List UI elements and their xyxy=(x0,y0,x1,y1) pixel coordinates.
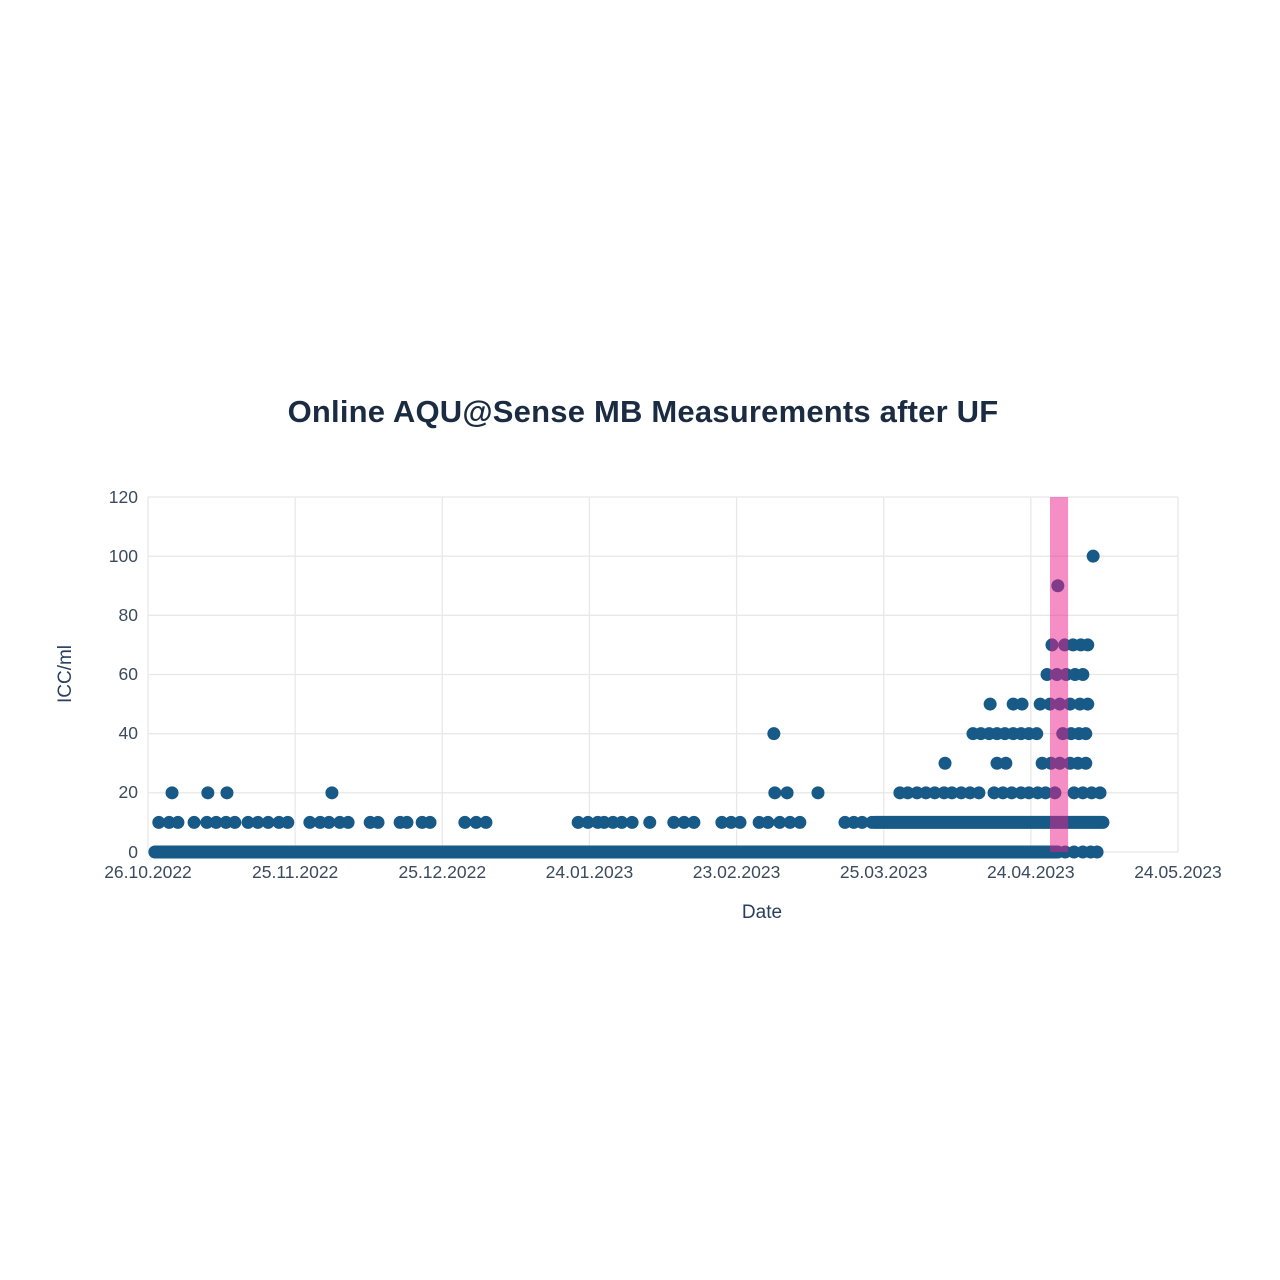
data-point xyxy=(865,815,879,829)
data-point xyxy=(261,815,275,829)
data-point xyxy=(341,815,355,829)
data-point xyxy=(615,815,629,829)
data-point xyxy=(643,815,657,829)
x-tick-label: 24.01.2023 xyxy=(545,862,634,882)
x-tick-label: 23.02.2023 xyxy=(692,862,781,882)
data-point xyxy=(1015,697,1029,711)
data-point xyxy=(1079,727,1093,741)
data-point xyxy=(571,815,585,829)
data-point xyxy=(1086,549,1100,563)
y-tick-label: 40 xyxy=(118,723,138,744)
data-point xyxy=(469,815,483,829)
data-point xyxy=(322,815,336,829)
chart-title: Online AQU@Sense MB Measurements after U… xyxy=(287,394,999,429)
data-point xyxy=(1081,638,1095,652)
data-point xyxy=(371,815,385,829)
x-tick-label: 25.11.2022 xyxy=(251,862,339,882)
data-point xyxy=(1005,786,1019,800)
data-point xyxy=(1039,786,1053,800)
data-point xyxy=(1081,697,1095,711)
data-point xyxy=(165,786,179,800)
data-point xyxy=(1079,756,1093,770)
data-point xyxy=(928,786,942,800)
data-point xyxy=(768,786,782,800)
data-point xyxy=(1033,697,1047,711)
data-point xyxy=(325,786,339,800)
data-point xyxy=(983,697,997,711)
y-tick-label: 0 xyxy=(128,841,138,862)
data-point xyxy=(687,815,701,829)
data-point xyxy=(667,815,681,829)
data-point xyxy=(733,815,747,829)
data-point xyxy=(715,815,729,829)
data-point xyxy=(251,815,265,829)
y-tick-label: 80 xyxy=(118,604,138,625)
data-point xyxy=(201,786,215,800)
data-point xyxy=(200,815,214,829)
data-point xyxy=(972,786,986,800)
data-point xyxy=(761,815,775,829)
plot-area xyxy=(147,496,1179,859)
data-point xyxy=(281,815,295,829)
x-tick-label: 24.05.2023 xyxy=(1134,862,1222,882)
data-point xyxy=(152,815,166,829)
data-point xyxy=(677,815,691,829)
data-point xyxy=(241,815,255,829)
data-point xyxy=(767,727,781,741)
data-point xyxy=(1093,786,1107,800)
data-point xyxy=(773,815,787,829)
data-point xyxy=(479,815,493,829)
data-point xyxy=(855,815,869,829)
data-point xyxy=(303,815,317,829)
y-tick-label: 100 xyxy=(108,545,138,566)
data-point xyxy=(783,815,797,829)
data-point xyxy=(209,815,223,829)
data-point xyxy=(423,815,437,829)
data-point xyxy=(1030,727,1044,741)
highlight-band xyxy=(1049,497,1069,852)
data-point xyxy=(220,786,234,800)
data-point xyxy=(625,815,639,829)
data-point xyxy=(811,786,825,800)
data-point xyxy=(187,815,201,829)
y-tick-label: 20 xyxy=(118,782,138,803)
data-point xyxy=(938,756,952,770)
x-tick-label: 24.04.2023 xyxy=(987,862,1075,882)
y-tick-label: 60 xyxy=(118,664,138,684)
data-point xyxy=(945,786,959,800)
y-tick-label: 120 xyxy=(108,486,138,507)
x-tick-label: 26.10.2022 xyxy=(104,862,192,882)
x-tick-label: 25.12.2022 xyxy=(398,862,487,882)
data-point xyxy=(901,786,915,800)
data-point xyxy=(228,815,242,829)
data-point xyxy=(1090,845,1104,859)
data-point xyxy=(793,815,807,829)
data-point xyxy=(458,815,472,829)
data-point xyxy=(400,815,414,829)
data-point xyxy=(1076,668,1090,681)
x-tick-label: 25.03.2023 xyxy=(839,862,928,882)
x-axis-title: Date xyxy=(741,902,783,923)
data-point xyxy=(171,815,185,829)
data-point xyxy=(780,786,794,800)
data-point xyxy=(581,815,595,829)
data-point xyxy=(999,756,1013,770)
